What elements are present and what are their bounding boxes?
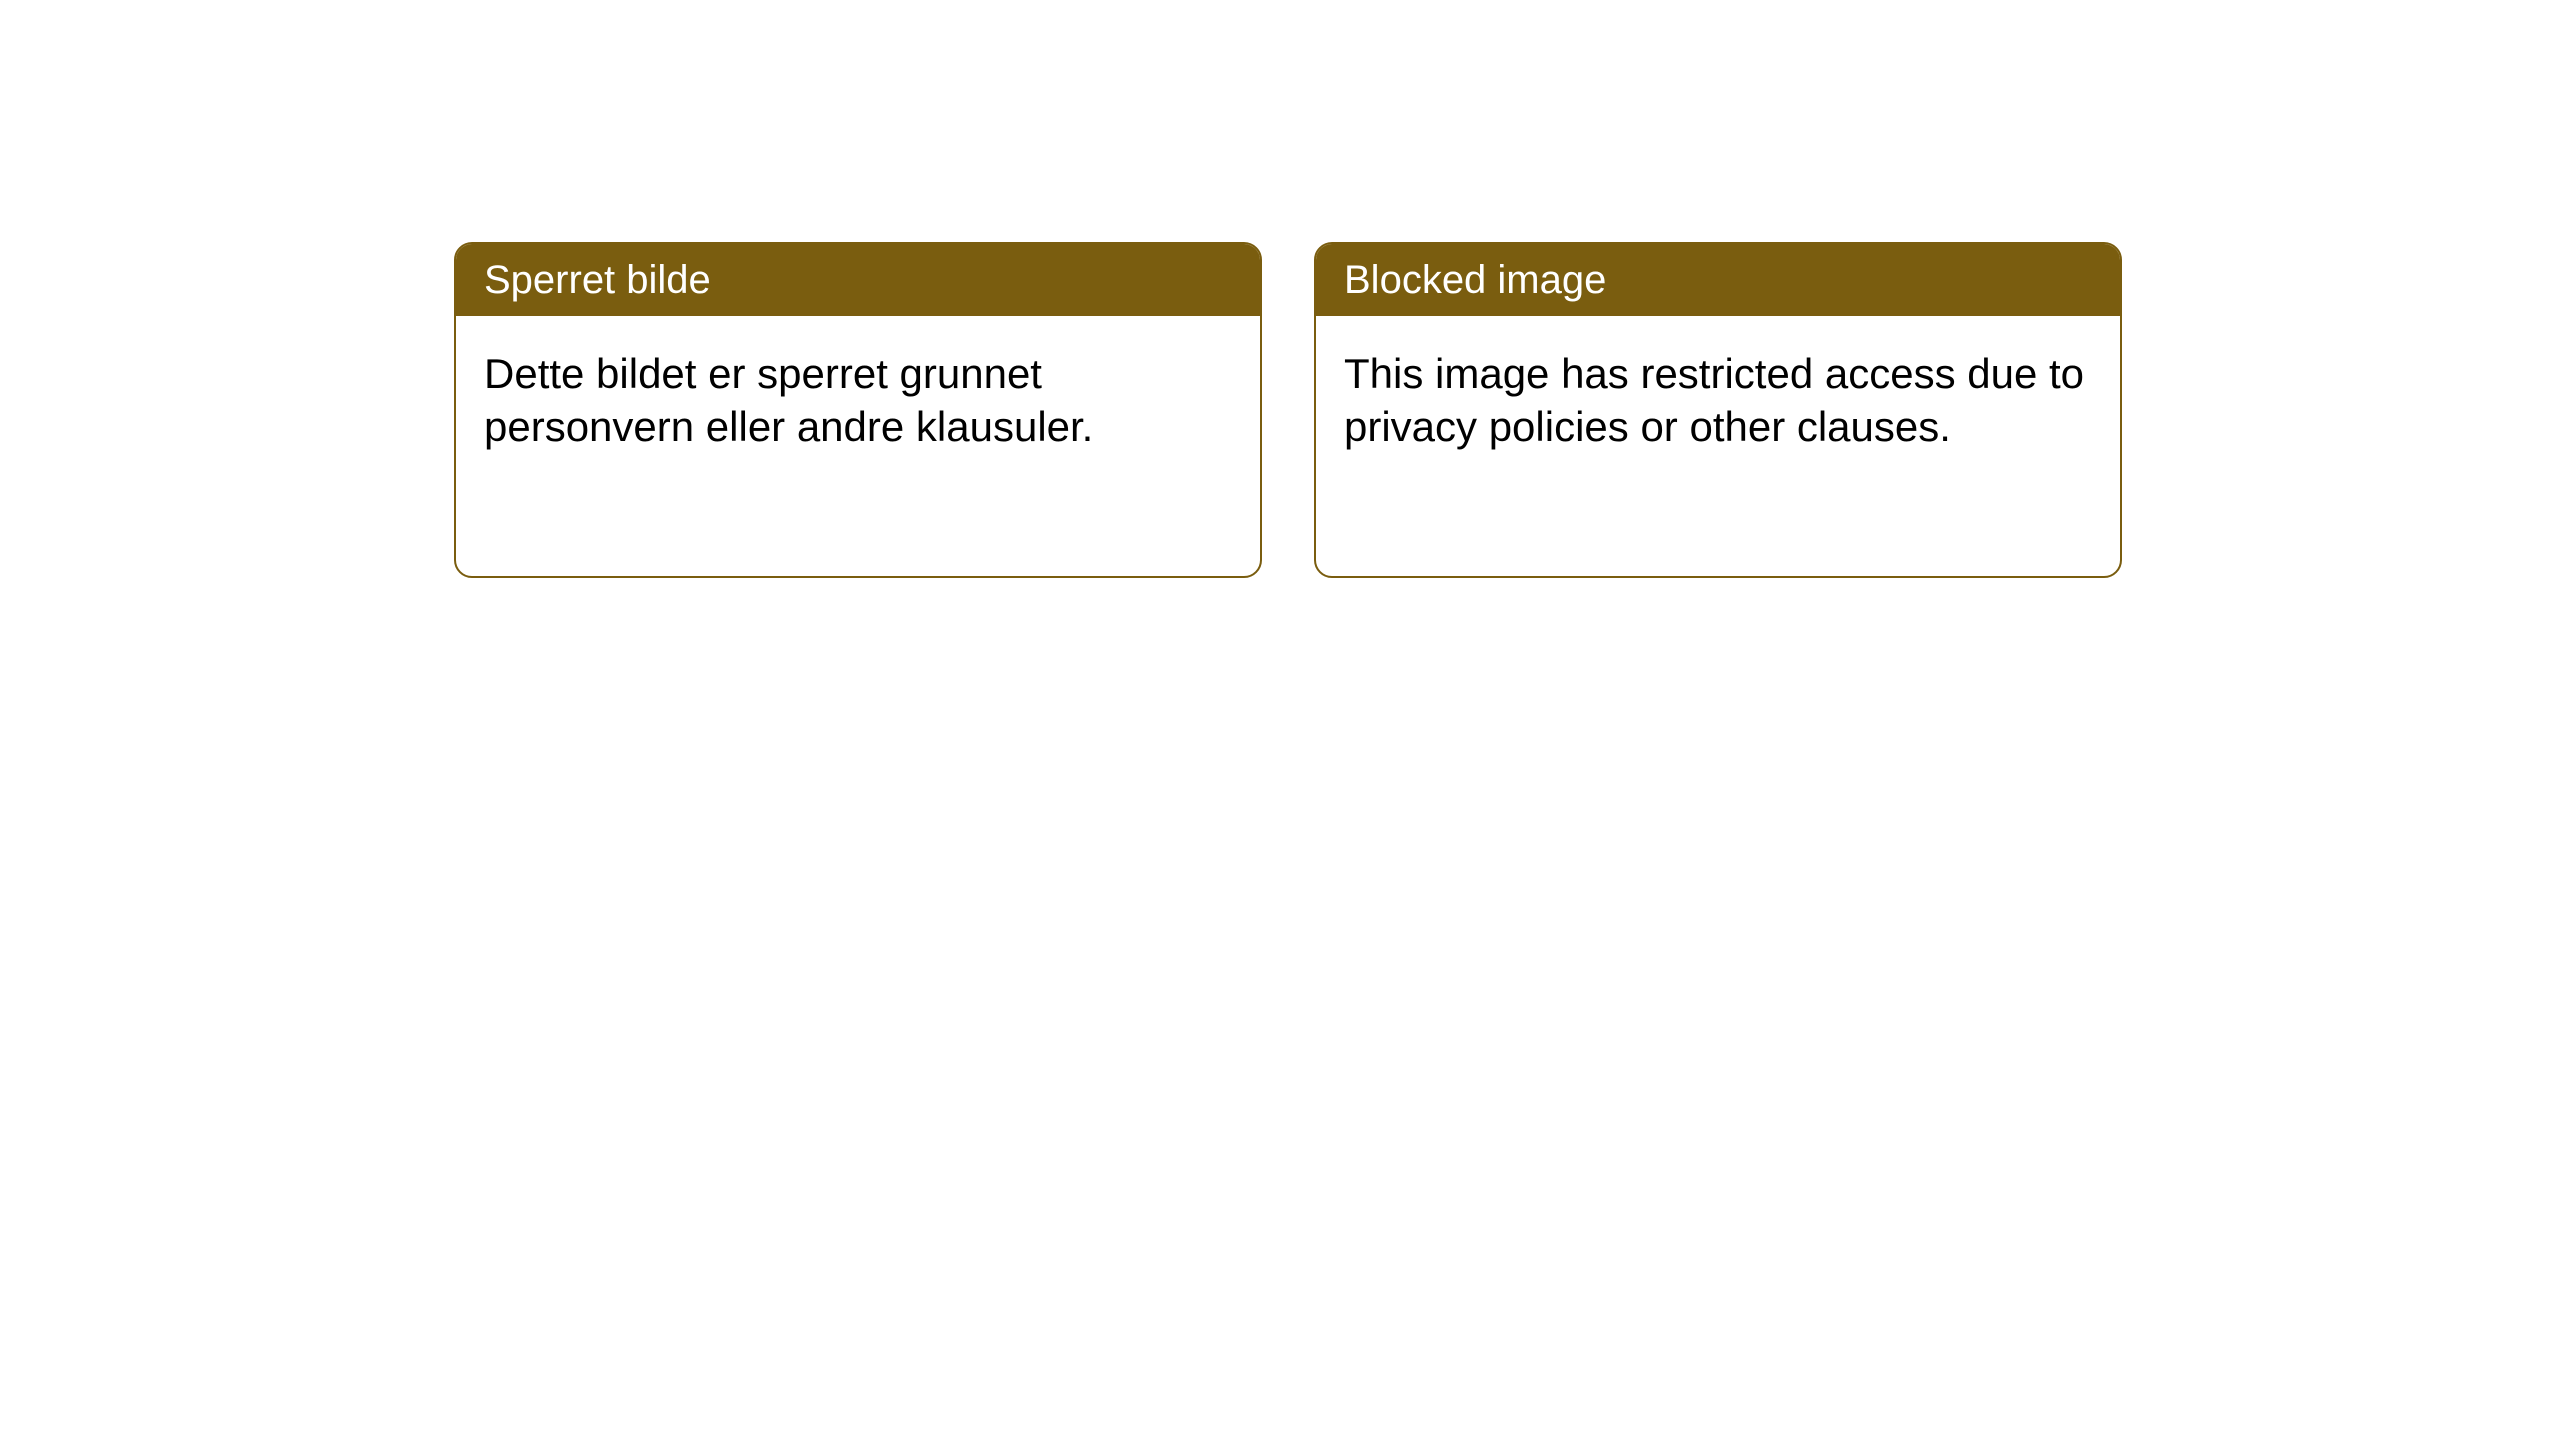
card-header-norwegian: Sperret bilde (456, 244, 1260, 316)
notice-container: Sperret bilde Dette bildet er sperret gr… (454, 242, 2122, 578)
card-body-norwegian: Dette bildet er sperret grunnet personve… (456, 316, 1260, 485)
blocked-image-card-english: Blocked image This image has restricted … (1314, 242, 2122, 578)
blocked-image-card-norwegian: Sperret bilde Dette bildet er sperret gr… (454, 242, 1262, 578)
card-header-english: Blocked image (1316, 244, 2120, 316)
card-body-english: This image has restricted access due to … (1316, 316, 2120, 485)
